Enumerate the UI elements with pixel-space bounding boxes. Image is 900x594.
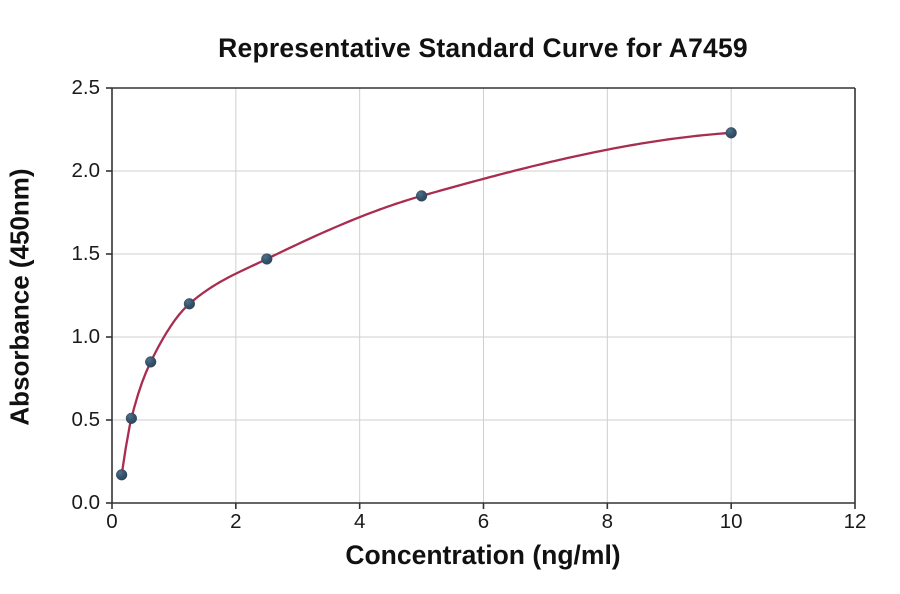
svg-text:0.0: 0.0 [72, 491, 101, 514]
svg-text:2.0: 2.0 [72, 159, 101, 182]
svg-text:2.5: 2.5 [72, 76, 101, 99]
svg-text:1.0: 1.0 [72, 325, 101, 348]
svg-text:8: 8 [602, 510, 613, 533]
svg-text:4: 4 [354, 510, 365, 533]
svg-text:10: 10 [720, 510, 743, 533]
svg-text:2: 2 [230, 510, 241, 533]
svg-text:6: 6 [478, 510, 489, 533]
svg-text:1.5: 1.5 [72, 242, 101, 265]
svg-text:0.5: 0.5 [72, 408, 101, 431]
svg-text:0: 0 [106, 510, 117, 533]
svg-text:12: 12 [844, 510, 867, 533]
